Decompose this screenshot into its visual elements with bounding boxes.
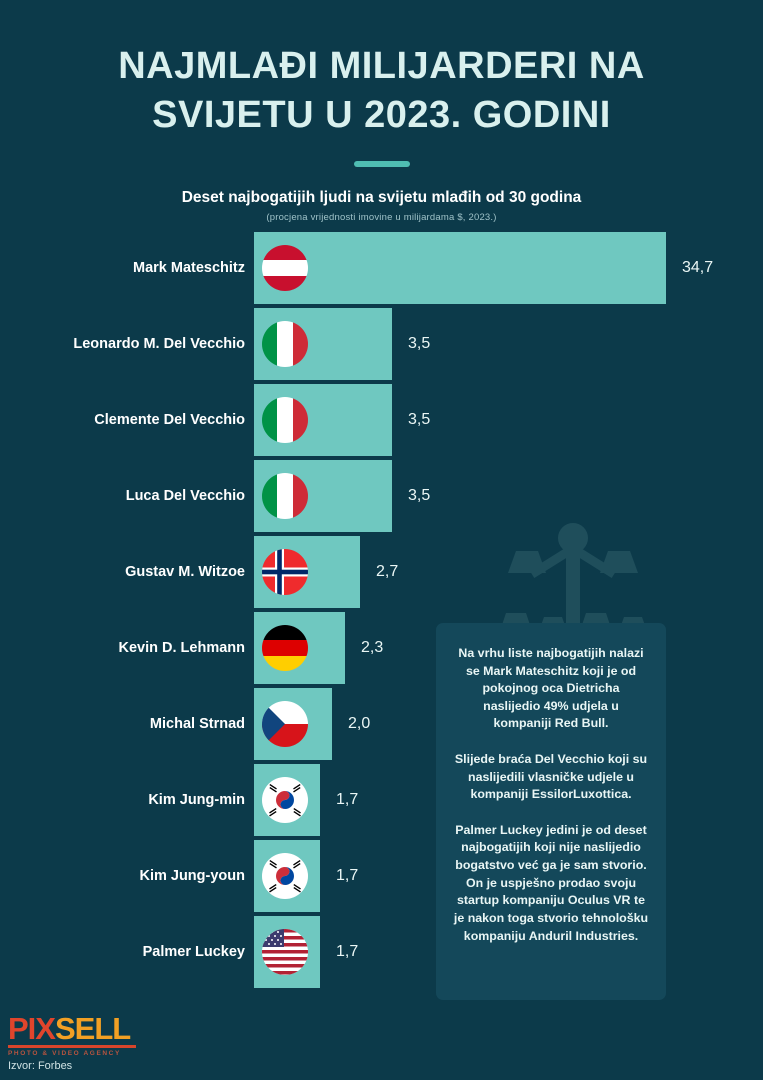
- source-label: Izvor: Forbes: [8, 1060, 73, 1072]
- chart-row: Mark Mateschitz 34,7: [0, 232, 763, 308]
- south-korea-flag-icon: [262, 777, 308, 823]
- value-label: 1,7: [336, 791, 359, 808]
- value-label: 3,5: [408, 487, 431, 504]
- value-label: 3,5: [408, 335, 431, 352]
- value-label: 2,7: [376, 563, 399, 580]
- row-label: Luca Del Vecchio: [125, 488, 245, 504]
- commentary-paragraph: Palmer Luckey jedini je od deset najboga…: [453, 822, 649, 943]
- row-label: Gustav M. Witzoe: [125, 564, 245, 580]
- germany-flag-icon: [262, 625, 308, 671]
- commentary-paragraph: Na vrhu liste najbogatijih nalazi se Mar…: [458, 646, 644, 731]
- value-bar: [254, 536, 360, 608]
- footer: PIXSELL PHOTO & VIDEO AGENCY Izvor: Forb…: [8, 1013, 136, 1072]
- row-label: Mark Mateschitz: [132, 260, 245, 276]
- logo-sell-text: SELL: [54, 1011, 131, 1046]
- value-label: 34,7: [682, 259, 714, 276]
- chart-row: Leonardo M. Del Vecchio 3,5: [0, 308, 763, 384]
- value-bar: [254, 308, 392, 380]
- row-label: Leonardo M. Del Vecchio: [73, 336, 245, 352]
- value-label: 1,7: [336, 943, 359, 960]
- logo-tagline: PHOTO & VIDEO AGENCY: [8, 1050, 121, 1057]
- title-divider: [353, 161, 410, 168]
- chart-subtitle: Deset najbogatijih ljudi na svijetu mlađ…: [181, 189, 582, 207]
- value-bar: [254, 916, 320, 988]
- chart-row: Luca Del Vecchio 3,5: [0, 460, 763, 536]
- header: NAJMLAĐI MILIJARDERI NA SVIJETU U 2023. …: [0, 0, 763, 223]
- austria-flag-icon: [262, 245, 308, 291]
- italy-flag-icon: [262, 473, 308, 519]
- south-korea-flag-icon: [262, 853, 308, 899]
- value-bar: [254, 840, 320, 912]
- chart-row: Kim Jung-min: [0, 764, 763, 840]
- value-bar: [254, 764, 320, 836]
- value-bar: [254, 460, 392, 532]
- norway-flag-icon: [262, 549, 308, 595]
- page-title: NAJMLAĐI MILIJARDERI NA SVIJETU U 2023. …: [118, 45, 645, 136]
- italy-flag-icon: [262, 321, 308, 367]
- value-label: 3,5: [408, 411, 431, 428]
- chart-row: Kim Jung-youn: [0, 840, 763, 916]
- czechia-flag-icon: [262, 701, 308, 747]
- value-bar: [254, 232, 666, 304]
- chart-row: Palmer Luckey: [0, 916, 763, 992]
- chart-subnote: (procjena vrijednosti imovine u milijard…: [266, 212, 497, 224]
- logo-underline: [8, 1045, 136, 1048]
- row-label: Michal Strnad: [149, 716, 245, 732]
- usa-flag-icon: [262, 929, 308, 975]
- commentary-paragraph: Slijede braća Del Vecchio koji su naslij…: [454, 752, 648, 802]
- value-label: 2,0: [348, 715, 371, 732]
- chart-row: Kevin D. Lehmann 2,3: [0, 612, 763, 688]
- row-label: Clemente Del Vecchio: [94, 412, 245, 428]
- logo-pix-text: PIX: [8, 1011, 56, 1046]
- value-bar: [254, 612, 345, 684]
- value-label: 2,3: [361, 639, 384, 656]
- row-label: Kim Jung-youn: [139, 868, 245, 884]
- chart-row: Gustav M. Witzoe 2,7: [0, 536, 763, 612]
- value-bar: [254, 688, 332, 760]
- value-bar: [254, 384, 392, 456]
- pixsell-logo: PIXSELL: [8, 1013, 136, 1044]
- row-label: Kevin D. Lehmann: [118, 640, 246, 656]
- chart-row: Clemente Del Vecchio 3,5: [0, 384, 763, 460]
- italy-flag-icon: [262, 397, 308, 443]
- value-label: 1,7: [336, 867, 359, 884]
- billionaires-bar-chart: Mark Mateschitz 34,7 Leonardo M. Del Vec…: [0, 232, 763, 992]
- row-label: Kim Jung-min: [148, 792, 245, 808]
- commentary-panel: Na vrhu liste najbogatijih nalazi se Mar…: [436, 623, 666, 1000]
- chart-row: Michal Strnad 2,0: [0, 688, 763, 764]
- row-label: Palmer Luckey: [142, 944, 245, 960]
